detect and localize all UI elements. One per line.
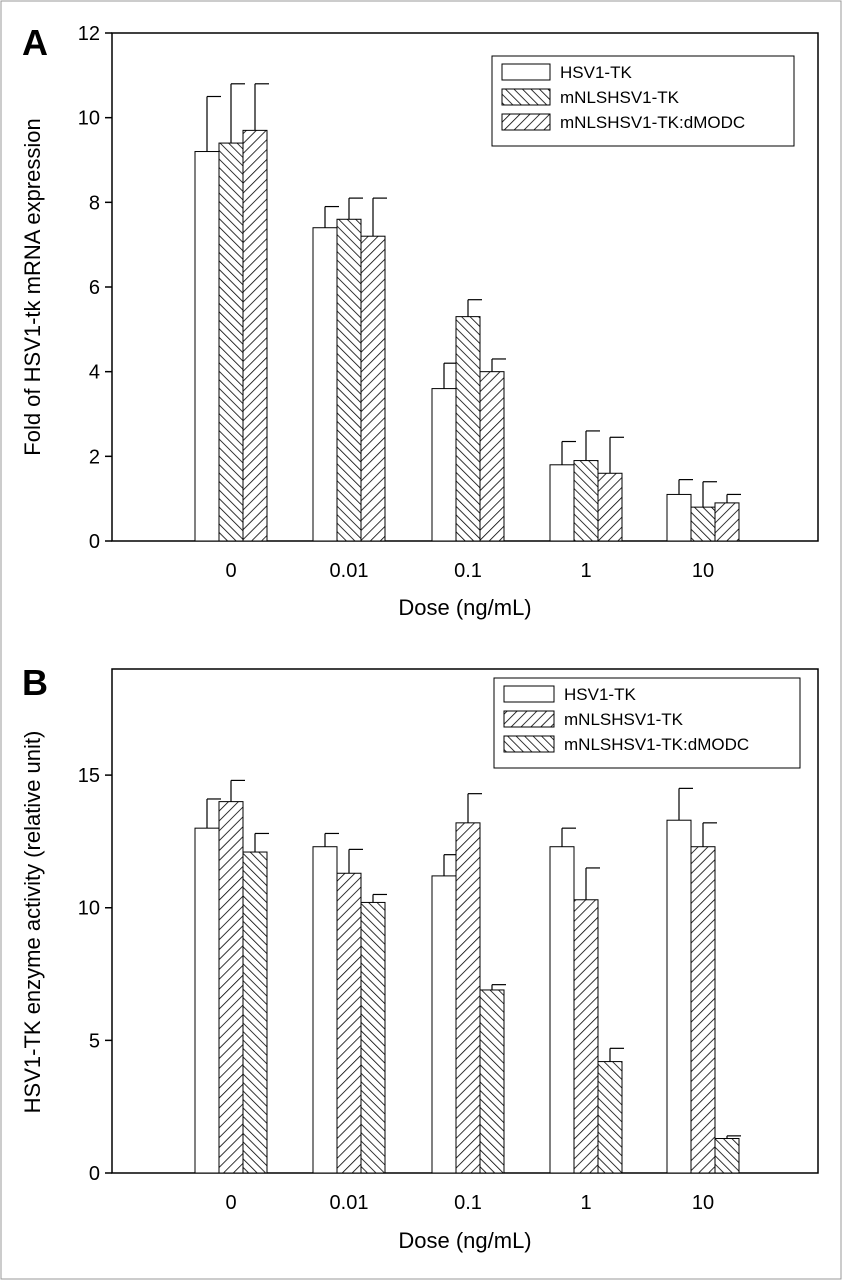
x-tick-label: 10 bbox=[692, 1192, 714, 1214]
chart-panel-a: A Fold of HSV1-tk mRNA expression Dose (… bbox=[20, 22, 819, 620]
bar bbox=[455, 316, 481, 542]
x-axis-label: Dose (ng/mL) bbox=[398, 1228, 531, 1253]
y-tick-label: 6 bbox=[89, 277, 100, 299]
bar bbox=[597, 1061, 623, 1174]
y-tick-label: 0 bbox=[89, 1163, 100, 1185]
y-tick-label: 15 bbox=[78, 765, 100, 787]
bar bbox=[336, 872, 362, 1174]
panel-a-label: A bbox=[22, 22, 48, 63]
y-axis-label: Fold of HSV1-tk mRNA expression bbox=[20, 118, 45, 455]
y-tick-label: 2 bbox=[89, 446, 100, 468]
x-tick-label: 0 bbox=[225, 1192, 236, 1214]
legend-label: mNLSHSV1-TK bbox=[560, 88, 680, 107]
bar bbox=[194, 151, 220, 542]
legend-label: mNLSHSV1-TK bbox=[564, 710, 684, 729]
x-tick-label: 10 bbox=[692, 560, 714, 582]
legend: HSV1-TK mNLSHSV1-TK mNLSHSV1-TK:dMODC bbox=[493, 677, 801, 769]
chart-panel-b: B HSV1-TK enzyme activity (relative unit… bbox=[20, 662, 819, 1253]
y-tick-label: 0 bbox=[89, 531, 100, 553]
bar bbox=[194, 827, 220, 1174]
legend-label: HSV1-TK bbox=[560, 63, 632, 82]
bar bbox=[312, 846, 338, 1174]
bar bbox=[690, 846, 716, 1174]
bar bbox=[455, 822, 481, 1174]
y-tick-label: 10 bbox=[78, 898, 100, 920]
legend-swatch bbox=[501, 88, 551, 106]
x-tick-label: 0.01 bbox=[330, 1192, 369, 1214]
bar bbox=[218, 801, 244, 1174]
legend: HSV1-TK mNLSHSV1-TK mNLSHSV1-TK:dMODC bbox=[491, 55, 795, 147]
bar bbox=[360, 235, 386, 542]
bar bbox=[666, 493, 692, 542]
x-tick-label: 1 bbox=[580, 560, 591, 582]
panel-b-label: B bbox=[22, 662, 48, 703]
x-axis-label: Dose (ng/mL) bbox=[398, 595, 531, 620]
y-tick-label: 5 bbox=[89, 1030, 100, 1052]
bar bbox=[714, 1138, 740, 1174]
bar bbox=[360, 901, 386, 1174]
y-tick-label: 8 bbox=[89, 192, 100, 214]
x-tick-label: 0.1 bbox=[454, 1192, 482, 1214]
bar bbox=[479, 371, 505, 542]
chart-marks: 0 2 4 6 8 10 12 0 0.01 0.1 1 10 bbox=[78, 23, 819, 582]
y-tick-label: 12 bbox=[78, 23, 100, 45]
bar bbox=[336, 218, 362, 542]
y-tick-label: 4 bbox=[89, 362, 100, 384]
bar bbox=[242, 851, 268, 1174]
legend-swatch bbox=[503, 685, 555, 703]
bar bbox=[242, 129, 268, 542]
bar bbox=[549, 464, 575, 542]
bar bbox=[431, 388, 457, 542]
y-axis-label: HSV1-TK enzyme activity (relative unit) bbox=[20, 731, 45, 1114]
bar bbox=[597, 472, 623, 542]
bar bbox=[312, 227, 338, 542]
x-tick-label: 0.1 bbox=[454, 560, 482, 582]
legend-label: mNLSHSV1-TK:dMODC bbox=[560, 113, 745, 132]
bar bbox=[666, 819, 692, 1174]
legend-swatch bbox=[501, 113, 551, 131]
y-tick-label: 10 bbox=[78, 108, 100, 130]
legend-swatch bbox=[503, 735, 555, 753]
x-tick-label: 0.01 bbox=[330, 560, 369, 582]
bar bbox=[714, 502, 740, 542]
legend-label: mNLSHSV1-TK:dMODC bbox=[564, 735, 749, 754]
bar bbox=[573, 460, 599, 542]
bar bbox=[218, 142, 244, 542]
legend-swatch bbox=[503, 710, 555, 728]
x-tick-label: 1 bbox=[580, 1192, 591, 1214]
bar bbox=[690, 506, 716, 542]
bar bbox=[573, 899, 599, 1174]
legend-label: HSV1-TK bbox=[564, 685, 636, 704]
bar bbox=[479, 989, 505, 1174]
bar bbox=[431, 875, 457, 1174]
chart-marks: 0 5 10 15 0 0.01 0.1 1 10 bbox=[78, 668, 819, 1214]
legend-swatch bbox=[501, 63, 551, 81]
bar bbox=[549, 846, 575, 1174]
x-tick-label: 0 bbox=[225, 560, 236, 582]
